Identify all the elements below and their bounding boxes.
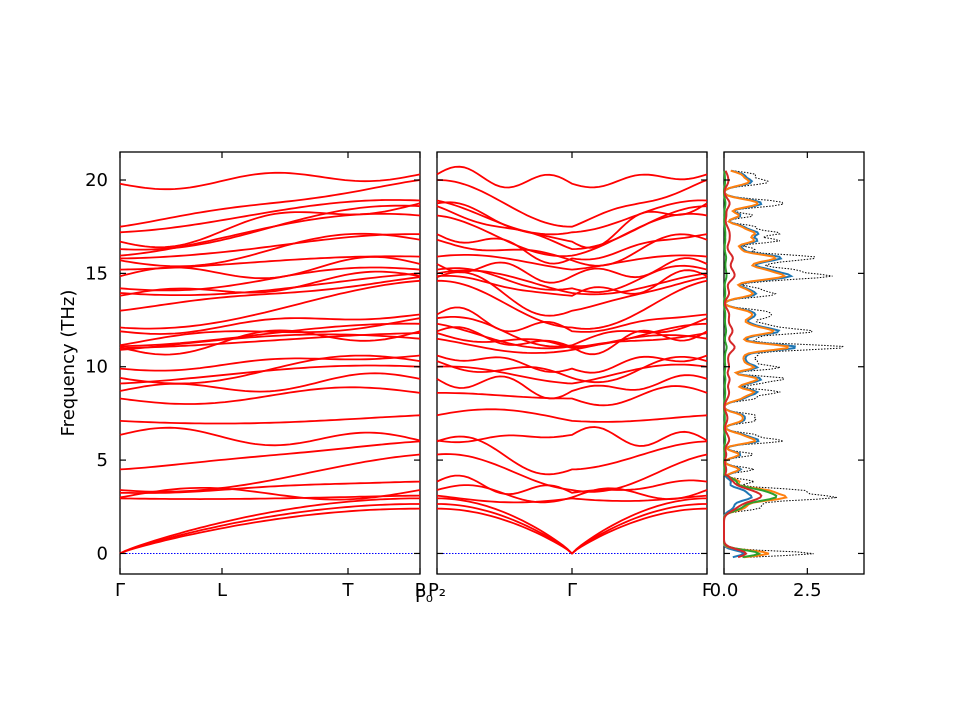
dos-series-line [723, 169, 796, 559]
band-line [436, 354, 708, 374]
band-line [119, 480, 421, 494]
band-line [119, 322, 421, 348]
panel-dos: 0.0 2.5 [710, 151, 865, 601]
panel-dos-yticks [724, 179, 864, 555]
band-line [119, 497, 420, 555]
band-line [436, 306, 708, 333]
band-line [436, 374, 708, 400]
band-line [436, 363, 708, 385]
band-line [437, 503, 707, 555]
band-line [437, 497, 707, 555]
x-tick-label: 2.5 [793, 580, 822, 601]
y-tick-label: 20 [85, 170, 108, 191]
band-line [119, 232, 421, 268]
band-line [119, 386, 421, 405]
band-line [436, 201, 708, 249]
panel-dos-xticks: 0.0 2.5 [710, 152, 822, 601]
band-line [436, 453, 708, 493]
band-line [119, 414, 421, 425]
band-line [436, 426, 708, 447]
band-line [119, 204, 421, 251]
y-axis-label: Frequency (THz) [58, 290, 79, 437]
x-tick-label: Γ [115, 580, 125, 601]
band-line [119, 364, 421, 385]
panel-band-1: 0 5 10 15 20 Γ L T P [85, 151, 426, 601]
band-line [119, 266, 421, 292]
band-line [119, 272, 421, 296]
band-line [436, 408, 708, 423]
band-line [119, 317, 421, 347]
band-line [436, 269, 708, 296]
band-line [436, 507, 708, 555]
band-line [120, 233, 421, 260]
dos-series-line [722, 170, 778, 559]
x-tick-label: P₂ [428, 580, 446, 601]
band-line [119, 426, 421, 447]
band-line [119, 255, 421, 271]
band-line [436, 205, 708, 251]
y-tick-label: 5 [97, 450, 108, 471]
band-line [436, 271, 708, 317]
band-line [436, 212, 708, 258]
band-line [119, 507, 421, 555]
band-line [119, 440, 421, 471]
y-tick-label: 10 [85, 357, 108, 378]
band-line [436, 257, 708, 284]
band-line [119, 279, 421, 330]
band-line [437, 385, 708, 407]
band-line [119, 270, 421, 297]
x-tick-label: 0.0 [710, 580, 739, 601]
band-line [436, 269, 708, 297]
band-line [436, 316, 708, 348]
band-line [119, 354, 421, 372]
band-line [119, 199, 421, 234]
x-tick-label: P [415, 580, 426, 601]
panel-band-2-bands [436, 165, 708, 555]
band-line [119, 171, 421, 191]
band-line [119, 313, 421, 335]
x-tick-label: T [342, 580, 355, 601]
panel-band-1-yticks: 0 5 10 15 20 [85, 170, 420, 564]
panel-band-1-frame [119, 151, 421, 575]
dos-series-line [723, 170, 763, 559]
band-line [436, 199, 708, 236]
y-tick-label: 15 [85, 263, 108, 284]
panel-band-2-yticks [437, 179, 707, 555]
x-tick-label: Γ [567, 580, 577, 601]
band-line [436, 233, 708, 265]
band-line [436, 233, 708, 267]
band-line [119, 332, 421, 349]
band-line [436, 435, 708, 476]
panel-band-2: P₂ Γ F P₀ [415, 151, 712, 607]
panel-band-1-bands [119, 171, 421, 555]
band-line [436, 254, 708, 271]
band-line [436, 484, 708, 504]
x-tick-label: L [217, 580, 227, 601]
band-line [437, 279, 708, 330]
x-tick-label: F [702, 580, 712, 601]
y-tick-label: 0 [97, 543, 108, 564]
panel-band-2-xticks: P₂ Γ F P₀ [415, 152, 712, 607]
band-line [119, 202, 421, 249]
band-line [436, 165, 708, 189]
band-line [119, 487, 421, 501]
band-line [119, 453, 421, 493]
band-line [436, 264, 708, 293]
dos-series-line [723, 169, 789, 559]
band-line [436, 356, 708, 384]
band-line [119, 276, 421, 312]
band-line [436, 179, 708, 228]
band-line [436, 474, 708, 496]
band-line [119, 354, 421, 385]
x-tick-label-boundary: P₀ [415, 586, 433, 607]
dos-series-line [723, 170, 844, 558]
band-line [119, 494, 421, 501]
panel-dos-curves [722, 169, 844, 559]
band-line [119, 179, 421, 228]
band-line [119, 503, 420, 555]
